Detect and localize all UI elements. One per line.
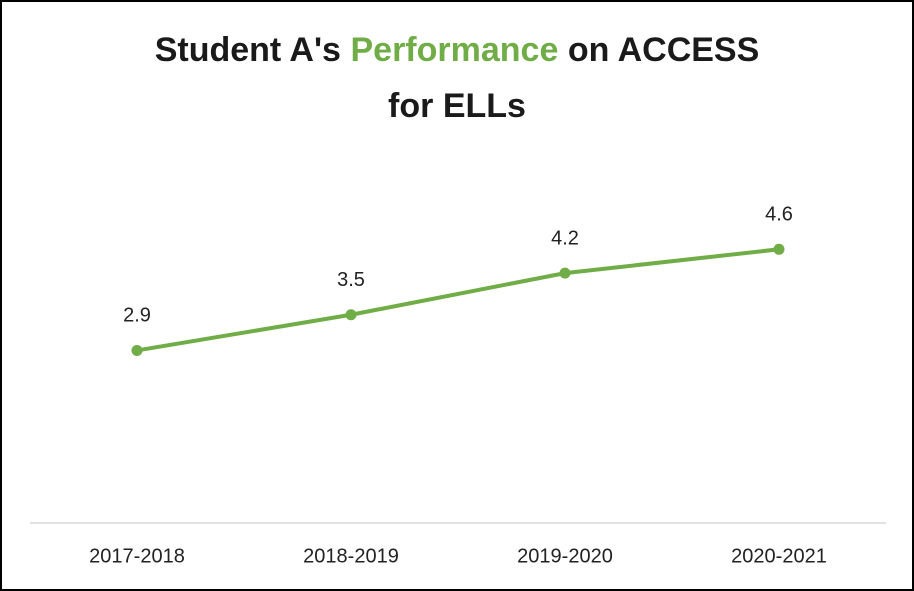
point <box>131 344 143 356</box>
data-label: 2.9 <box>123 305 151 327</box>
data-label: 4.6 <box>765 204 793 226</box>
title-part: Student A's <box>155 31 341 69</box>
title-part: on ACCESS <box>568 31 759 69</box>
data-label: 4.2 <box>551 227 579 249</box>
x-tick-label: 2017-2018 <box>89 545 185 567</box>
x-tick-label: 2018-2019 <box>303 545 399 567</box>
chart-title: Student A's Performance on ACCESS <box>155 31 760 69</box>
x-tick-label: 2020-2021 <box>731 545 827 567</box>
chart-title: for ELLs <box>388 87 526 125</box>
title-highlight: Performance <box>350 31 558 69</box>
point <box>559 267 571 279</box>
x-tick-label: 2019-2020 <box>517 545 613 567</box>
data-label: 3.5 <box>337 269 365 291</box>
line <box>136 247 780 353</box>
point <box>773 243 785 255</box>
point <box>345 309 357 321</box>
